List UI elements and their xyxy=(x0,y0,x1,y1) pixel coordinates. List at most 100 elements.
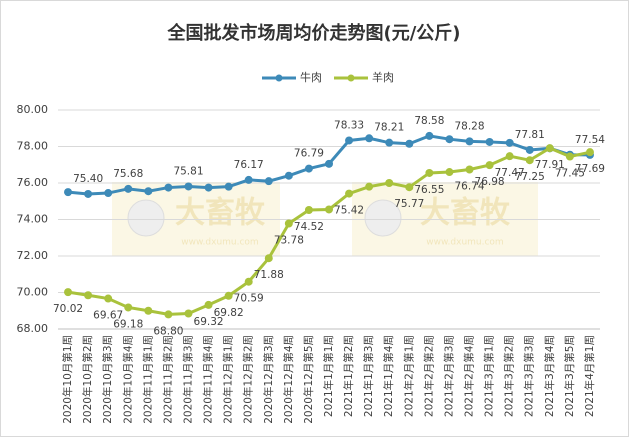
data-label: 76.55 xyxy=(414,184,444,196)
data-point xyxy=(264,177,273,186)
data-label: 77.25 xyxy=(515,171,545,183)
data-point xyxy=(304,206,313,215)
data-point xyxy=(325,159,333,168)
data-point xyxy=(405,183,414,192)
data-point xyxy=(184,309,193,318)
x-tick-label: 2021年1月第4周 xyxy=(382,335,395,417)
data-label: 78.21 xyxy=(374,122,404,134)
x-tick-label: 2020年11月第3周 xyxy=(181,335,194,424)
x-tick-label: 2020年11月第2周 xyxy=(161,335,174,424)
data-label: 75.42 xyxy=(334,205,364,217)
x-tick-label: 2020年12月第5周 xyxy=(302,335,315,424)
data-label: 75.68 xyxy=(113,168,143,180)
data-point xyxy=(124,184,133,193)
data-point xyxy=(144,306,153,315)
data-label: 70.59 xyxy=(234,293,264,305)
data-point xyxy=(525,156,534,165)
legend-label: 羊肉 xyxy=(372,70,394,84)
data-point xyxy=(585,148,594,157)
chart-title: 全国批发市场周均价走势图(元/公斤) xyxy=(166,22,460,44)
x-tick-label: 2021年2月第4周 xyxy=(463,335,476,417)
x-tick-label: 2020年11月第1周 xyxy=(141,335,154,424)
data-point xyxy=(84,291,93,300)
y-tick-label: 80.00 xyxy=(17,103,49,116)
data-point xyxy=(64,188,73,197)
data-point xyxy=(445,168,454,177)
y-tick-label: 74.00 xyxy=(17,213,49,226)
x-tick-label: 2020年12月第4周 xyxy=(282,335,295,424)
data-point xyxy=(304,164,313,173)
data-point xyxy=(385,138,394,147)
legend-marker xyxy=(275,74,283,82)
data-label: 71.88 xyxy=(254,269,284,281)
y-tick-label: 76.00 xyxy=(17,176,49,189)
watermark-url: www.dxumu.com xyxy=(181,238,258,248)
data-label: 69.18 xyxy=(113,318,143,330)
x-tick-label: 2021年3月第4周 xyxy=(543,335,556,417)
y-tick-label: 70.00 xyxy=(17,286,49,299)
data-point xyxy=(525,145,534,154)
data-label: 77.69 xyxy=(575,163,605,175)
x-tick-label: 2021年3月第3周 xyxy=(523,335,536,417)
watermark-logo xyxy=(364,199,402,237)
data-point xyxy=(425,131,434,140)
y-tick-label: 72.00 xyxy=(17,249,49,262)
data-point xyxy=(465,137,474,146)
data-label: 70.02 xyxy=(53,303,83,315)
data-label: 69.82 xyxy=(214,307,244,319)
data-point xyxy=(485,137,494,146)
data-label: 77.81 xyxy=(515,129,545,141)
x-tick-label: 2020年10月第4周 xyxy=(121,335,134,424)
watermark-url: www.dxumu.com xyxy=(426,238,503,248)
watermark-logo xyxy=(127,199,165,237)
x-tick-label: 2020年12月第1周 xyxy=(222,335,235,424)
x-tick-label: 2020年12月第2周 xyxy=(242,335,255,424)
data-label: 69.67 xyxy=(93,310,123,322)
data-point xyxy=(164,183,173,192)
data-point xyxy=(365,182,374,191)
data-point xyxy=(405,139,414,148)
data-point xyxy=(465,165,474,174)
data-point xyxy=(64,288,73,297)
data-point xyxy=(565,152,574,161)
data-label: 76.74 xyxy=(454,180,484,192)
x-tick-label: 2021年4月第1周 xyxy=(583,335,596,417)
legend-marker xyxy=(347,74,355,82)
data-point xyxy=(345,189,354,198)
legend-label: 牛肉 xyxy=(300,70,322,84)
data-point xyxy=(104,294,113,303)
data-label: 76.17 xyxy=(234,159,264,171)
data-point xyxy=(184,182,193,191)
data-point xyxy=(104,189,113,198)
data-label: 75.81 xyxy=(173,165,203,177)
x-tick-label: 2021年2月第2周 xyxy=(422,335,435,417)
data-label: 76.98 xyxy=(475,176,505,188)
x-tick-label: 2021年2月第3周 xyxy=(442,335,455,417)
data-label: 77.45 xyxy=(555,168,585,180)
data-label: 75.40 xyxy=(73,173,103,185)
x-tick-label: 2020年10月第3周 xyxy=(101,335,114,424)
data-label: 77.54 xyxy=(575,134,605,146)
x-tick-label: 2020年11月第4周 xyxy=(202,335,215,424)
x-tick-label: 2020年10月第2周 xyxy=(81,335,94,424)
data-point xyxy=(244,277,253,286)
data-label: 74.52 xyxy=(294,221,324,233)
watermark: 大畜牧 www.dxumu.com 大畜牧 www.dxumu.com xyxy=(112,182,538,256)
x-tick-label: 2021年1月第3周 xyxy=(362,335,375,417)
data-point xyxy=(144,187,153,196)
data-point xyxy=(244,175,253,184)
data-label: 78.33 xyxy=(334,119,364,131)
data-point xyxy=(84,189,93,198)
x-tick-label: 2021年3月第5周 xyxy=(563,335,576,417)
data-label: 68.80 xyxy=(153,325,183,337)
data-point xyxy=(505,152,514,161)
data-label: 77.47 xyxy=(495,167,525,179)
data-label: 78.58 xyxy=(414,115,444,127)
data-point xyxy=(545,144,554,153)
data-point xyxy=(365,134,374,143)
data-point xyxy=(345,136,354,145)
x-tick-label: 2021年3月第2周 xyxy=(503,335,516,417)
x-tick-label: 2021年3月第1周 xyxy=(483,335,496,417)
data-point xyxy=(224,291,233,300)
data-label: 75.77 xyxy=(394,198,424,210)
